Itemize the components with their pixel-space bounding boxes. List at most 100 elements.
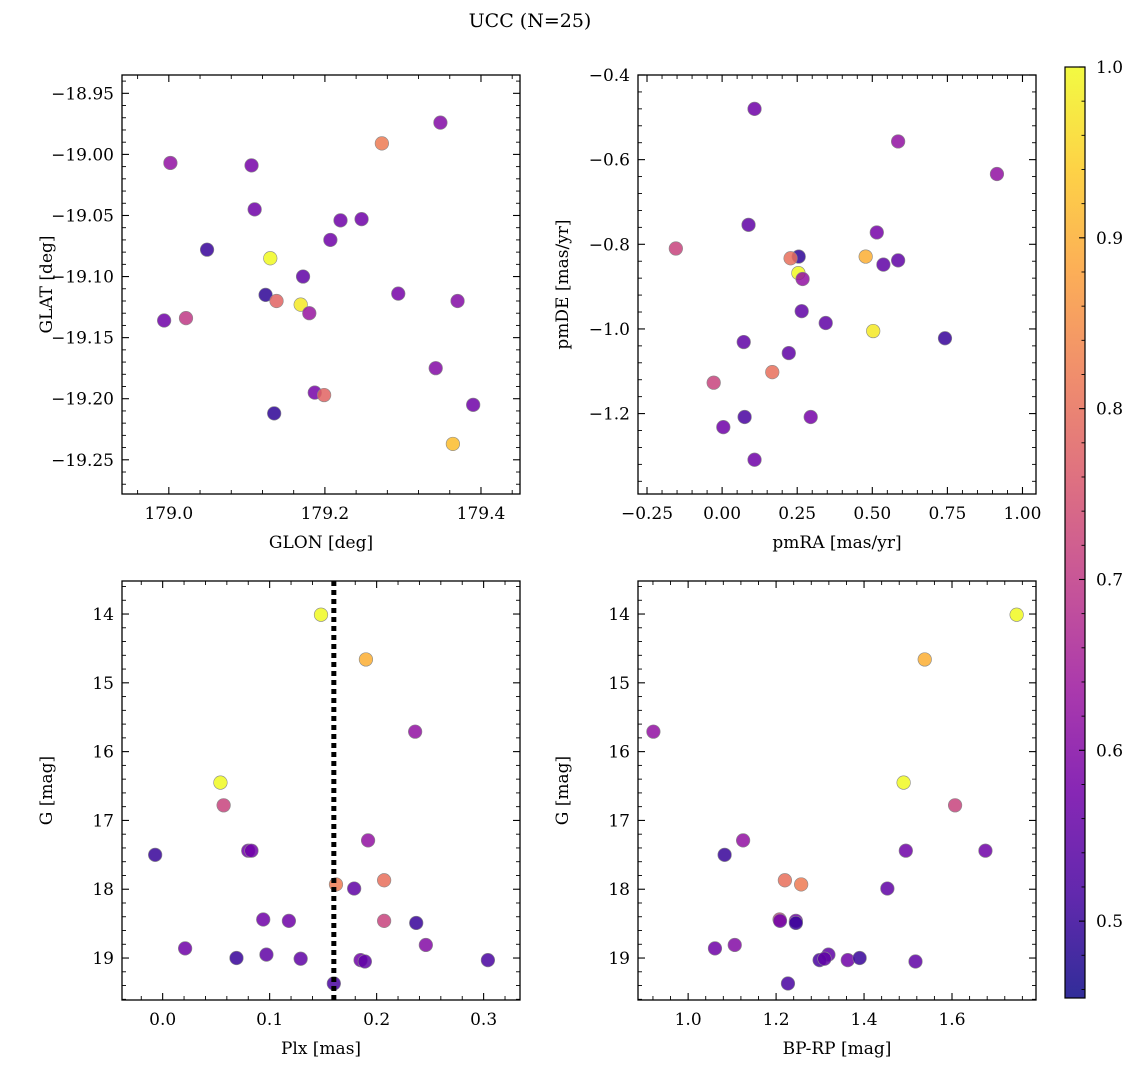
scatter-point [891, 253, 906, 268]
x-tick-label: 179.4 [457, 504, 506, 524]
scatter-point [736, 334, 751, 350]
x-tick-label: 0.50 [853, 504, 891, 524]
scatter-point [717, 847, 732, 862]
y-tick-label: −19.25 [51, 451, 114, 471]
scatter-point [354, 212, 369, 227]
scatter-point [216, 798, 231, 813]
panel-p1: 179.0 179.2 179.4 −18.95 −19.00 −19.05 −19.10 −… [37, 74, 521, 553]
scatter-point [794, 877, 809, 892]
scatter-point [978, 843, 993, 858]
scatter-point [357, 954, 372, 969]
colorbar-gradient [1064, 66, 1086, 999]
y-axis-label: G [mag] [37, 756, 57, 825]
scatter-point [418, 937, 433, 953]
scatter-point [858, 249, 873, 264]
scatter-point [163, 155, 178, 171]
scatter-point [765, 365, 780, 380]
y-tick-label: 17 [92, 811, 114, 831]
scatter-point [852, 950, 867, 966]
scatter-point [433, 115, 448, 130]
x-axis-label: Plx [mas] [281, 1039, 361, 1059]
y-tick-label: 18 [92, 880, 114, 900]
x-tick-label: 1.4 [851, 1010, 878, 1030]
y-tick-label: −1.0 [589, 320, 630, 340]
figure-title: UCC (N=25) [469, 10, 592, 32]
scatter-point [360, 833, 376, 848]
y-tick-label: 14 [608, 605, 630, 625]
x-tick-label: 0.00 [703, 504, 741, 524]
scatter-point [1009, 607, 1024, 622]
scatter-point [795, 271, 810, 287]
scatter-point [869, 225, 884, 240]
scatter-point [377, 913, 392, 928]
scatter-point [716, 420, 731, 435]
x-tick-label: 0.3 [470, 1010, 497, 1030]
scatter-point [917, 652, 932, 667]
x-axis-label: pmRA [mas/yr] [772, 533, 901, 553]
scatter-point [333, 213, 348, 228]
axes-frame [637, 74, 1037, 495]
scatter-point [313, 607, 329, 622]
scatter-point [450, 293, 465, 309]
y-axis-label: GLAT [deg] [37, 235, 57, 333]
scatter-point [358, 652, 374, 667]
y-tick-label: −19.05 [51, 206, 114, 226]
scatter-point [727, 937, 742, 953]
scatter-point [293, 297, 308, 312]
y-tick-label: 16 [92, 743, 114, 763]
scatter-point [148, 847, 163, 862]
x-tick-label: 1.6 [938, 1010, 965, 1030]
panel-p2: −0.25 0.00 0.25 0.50 0.75 1.00 −0.4 −0.6 −0.8 −1.… [553, 66, 1041, 553]
scatter-point [780, 976, 796, 991]
scatter-point [244, 158, 259, 173]
y-tick-label: 19 [92, 949, 114, 969]
x-tick-label: 0.25 [778, 504, 816, 524]
scatter-point [803, 409, 818, 425]
scatter-point [866, 323, 881, 339]
scatter-point [772, 913, 788, 928]
scatter-point [668, 241, 683, 256]
scatter-point [263, 251, 278, 266]
y-axis-label: G [mag] [553, 756, 573, 825]
scatter-point [707, 941, 723, 956]
scatter-point [267, 406, 282, 421]
y-tick-label: −18.95 [51, 84, 114, 104]
colorbar: 0.5 0.6 0.7 0.8 0.9 1.0 [1064, 58, 1123, 999]
scatter-point [178, 941, 193, 956]
panel-p3: 0.0 0.1 0.2 0.3 14 15 16 17 18 19 Plx [mas] G [mag] [37, 580, 521, 1059]
y-axis-label: pmDE [mas/yr] [553, 219, 573, 349]
axes-frame [121, 74, 521, 495]
scatter-point [302, 306, 317, 321]
scatter-point [259, 947, 274, 962]
scatter-point [178, 310, 194, 326]
y-tick-label: −19.10 [51, 268, 114, 288]
scatter-point [408, 724, 423, 739]
scatter-point [747, 101, 762, 116]
y-tick-label: −19.20 [51, 390, 114, 410]
scatter-point [377, 873, 392, 888]
scatter-point [736, 833, 751, 848]
scatter-point [247, 202, 262, 217]
scatter-point [157, 313, 172, 328]
x-tick-label: 1.2 [763, 1010, 790, 1030]
scatter-point [737, 409, 752, 425]
y-tick-label: −19.15 [51, 329, 114, 349]
scatter-point [281, 913, 297, 928]
colorbar-tick-label: 0.6 [1096, 741, 1123, 761]
scatter-point [880, 881, 895, 896]
scatter-point [347, 881, 362, 896]
colorbar-tick-label: 0.9 [1096, 229, 1123, 249]
x-tick-label: 0.0 [149, 1010, 176, 1030]
panel-p4: 1.0 1.2 1.4 1.6 14 15 16 17 18 19 BP-RP [mag] G [ma… [553, 580, 1037, 1059]
scatter-point [269, 293, 284, 309]
y-tick-label: 15 [92, 674, 114, 694]
y-tick-label: −19.00 [51, 145, 114, 165]
colorbar-tick-label: 1.0 [1096, 58, 1123, 78]
y-tick-label: −1.2 [589, 405, 630, 425]
scatter-point [747, 452, 762, 467]
axes-frame [637, 580, 1037, 1001]
scatter-point [947, 798, 963, 813]
scatter-point [317, 387, 332, 403]
scatter-point [937, 331, 953, 346]
y-tick-label: −0.8 [589, 235, 630, 255]
